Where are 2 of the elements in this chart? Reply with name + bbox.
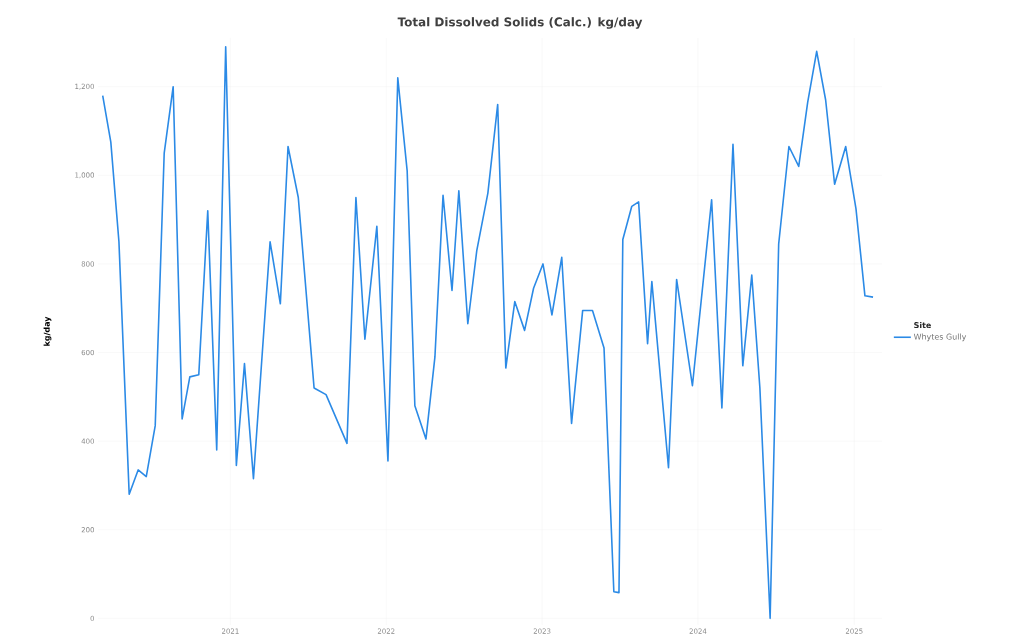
line-series bbox=[101, 46, 874, 620]
chart-title: Total Dissolved Solids (Calc.) kg/day bbox=[397, 17, 643, 29]
